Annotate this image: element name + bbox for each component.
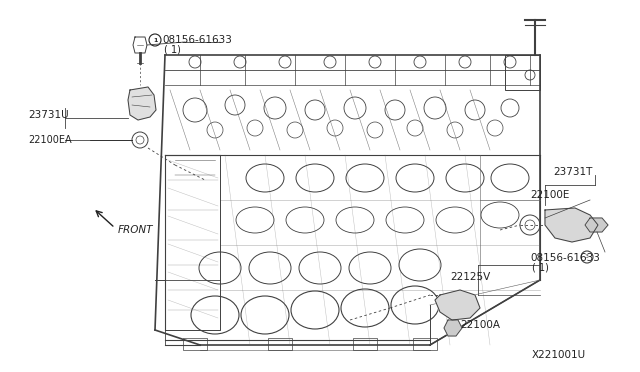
Circle shape [132, 132, 148, 148]
Text: 23731T: 23731T [553, 167, 593, 177]
Text: FRONT: FRONT [118, 225, 154, 235]
Text: 22100A: 22100A [460, 320, 500, 330]
Polygon shape [128, 87, 156, 120]
Polygon shape [444, 320, 462, 336]
Text: 3: 3 [585, 254, 589, 260]
Text: 22125V: 22125V [450, 272, 490, 282]
Text: ( 1): ( 1) [532, 263, 549, 273]
Circle shape [149, 34, 161, 46]
Bar [353, 338, 377, 350]
Text: 22100EA: 22100EA [28, 135, 72, 145]
Text: 08156-61633: 08156-61633 [162, 35, 232, 45]
Polygon shape [545, 208, 598, 242]
Bar [505, 55, 540, 90]
Text: X221001U: X221001U [532, 350, 586, 360]
Circle shape [520, 215, 540, 235]
Bar [268, 338, 292, 350]
Text: 1: 1 [153, 38, 157, 42]
Text: 08156-61633: 08156-61633 [530, 253, 600, 263]
Circle shape [581, 251, 593, 263]
Polygon shape [435, 290, 480, 320]
Text: 23731U: 23731U [28, 110, 68, 120]
Text: 22100E: 22100E [530, 190, 570, 200]
Text: ( 1): ( 1) [164, 45, 181, 55]
Bar [183, 338, 207, 350]
Bar [413, 338, 437, 350]
Polygon shape [585, 218, 608, 232]
